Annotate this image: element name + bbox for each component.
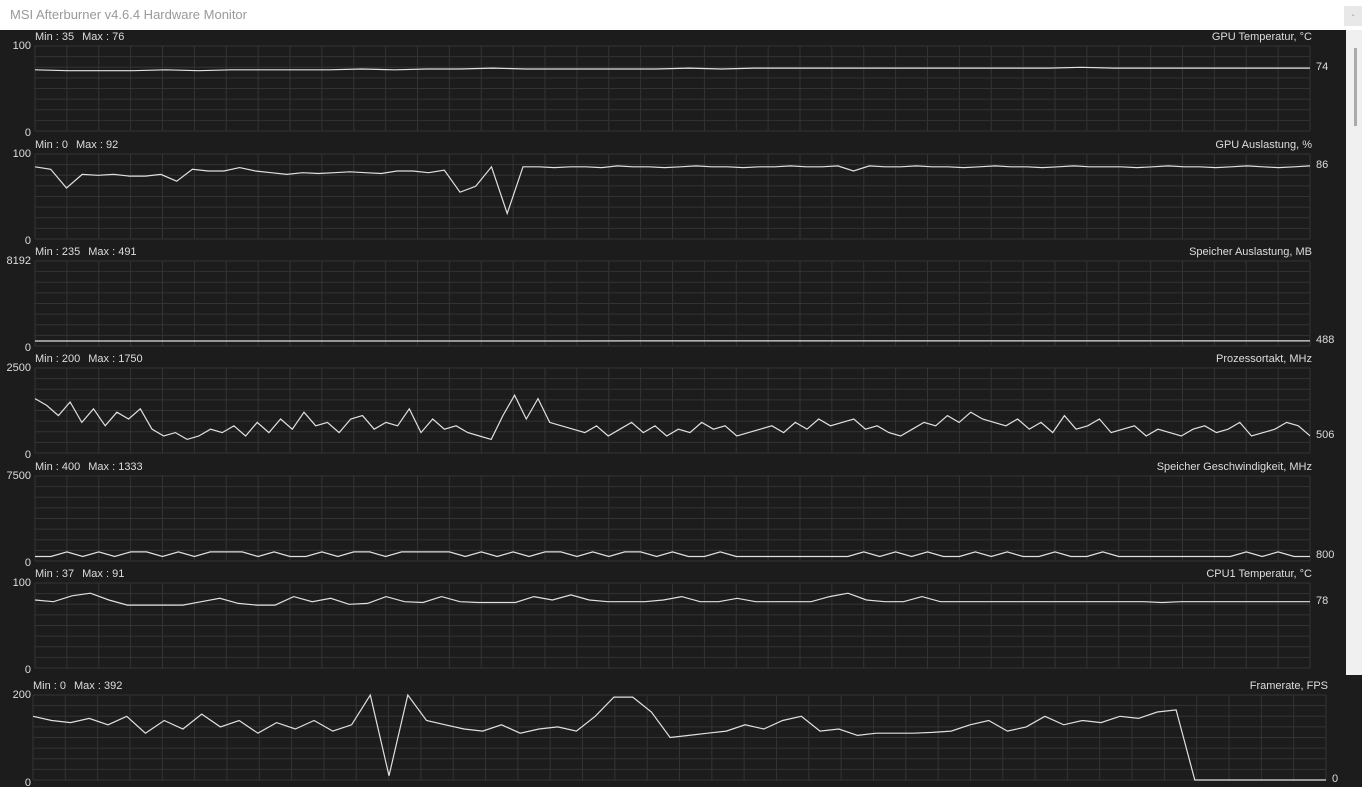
- graph-name: Speicher Auslastung, MB: [1189, 246, 1312, 258]
- max-value: Max : 392: [74, 680, 122, 692]
- y-axis-max: 2500: [0, 362, 31, 374]
- min-max-label: Min : 35 Max : 76: [35, 31, 124, 43]
- graph-panel: Min : 400 Max : 1333 Speicher Geschwindigk…: [0, 460, 1346, 567]
- graph-name: Framerate, FPS: [1250, 680, 1328, 692]
- current-value: 506: [1316, 429, 1334, 441]
- scrollbar-thumb[interactable]: [1354, 48, 1357, 126]
- max-value: Max : 1750: [88, 353, 142, 365]
- graph-plot: [0, 675, 1362, 787]
- min-value: Min : 400: [35, 461, 80, 473]
- y-axis-max: 100: [0, 577, 31, 589]
- graph-plot: [0, 138, 1346, 245]
- y-axis-max: 100: [0, 148, 31, 160]
- graph-name: GPU Auslastung, %: [1215, 139, 1312, 151]
- graph-name: GPU Temperatur, °C: [1212, 31, 1312, 43]
- graph-plot: [0, 352, 1346, 459]
- max-value: Max : 92: [76, 139, 118, 151]
- min-max-label: Min : 37 Max : 91: [35, 568, 124, 580]
- graph-panel: Min : 0 Max : 392 Framerate, FPS 200 0 0: [0, 675, 1362, 787]
- min-value: Min : 0: [35, 139, 68, 151]
- graph-panel: Min : 200 Max : 1750 Prozessortakt, MHz 250…: [0, 352, 1346, 459]
- vertical-scrollbar[interactable]: [1346, 30, 1362, 675]
- min-max-label: Min : 235 Max : 491: [35, 246, 137, 258]
- min-max-label: Min : 0 Max : 392: [33, 680, 122, 692]
- y-axis-max: 7500: [0, 470, 31, 482]
- current-value: 488: [1316, 334, 1334, 346]
- y-axis-max: 8192: [0, 255, 31, 267]
- y-axis-max: 100: [0, 40, 31, 52]
- graph-name: Speicher Geschwindigkeit, MHz: [1157, 461, 1312, 473]
- graph-name: Prozessortakt, MHz: [1216, 353, 1312, 365]
- window-title: MSI Afterburner v4.6.4 Hardware Monitor: [10, 7, 247, 22]
- max-value: Max : 1333: [88, 461, 142, 473]
- graph-panel: Min : 235 Max : 491 Speicher Auslastung, M…: [0, 245, 1346, 352]
- min-max-label: Min : 400 Max : 1333: [35, 461, 143, 473]
- monitor-graph-area-bottom: Min : 0 Max : 392 Framerate, FPS 200 0 0: [0, 675, 1362, 787]
- max-value: Max : 76: [82, 31, 124, 43]
- graph-plot: [0, 460, 1346, 567]
- current-value: 0: [1332, 773, 1338, 785]
- min-max-label: Min : 200 Max : 1750: [35, 353, 143, 365]
- y-axis-max: 200: [0, 689, 31, 701]
- current-value: 78: [1316, 595, 1328, 607]
- current-value: 74: [1316, 61, 1328, 73]
- min-max-label: Min : 0 Max : 92: [35, 139, 118, 151]
- current-value: 800: [1316, 549, 1334, 561]
- minimize-button[interactable]: -: [1344, 6, 1362, 26]
- min-value: Min : 37: [35, 568, 74, 580]
- title-bar: MSI Afterburner v4.6.4 Hardware Monitor: [0, 0, 1346, 31]
- min-value: Min : 0: [33, 680, 66, 692]
- y-axis-min: 0: [0, 777, 31, 789]
- graph-plot: [0, 30, 1346, 137]
- min-value: Min : 235: [35, 246, 80, 258]
- min-value: Min : 200: [35, 353, 80, 365]
- min-value: Min : 35: [35, 31, 74, 43]
- graph-name: CPU1 Temperatur, °C: [1206, 568, 1312, 580]
- max-value: Max : 91: [82, 568, 124, 580]
- graph-plot: [0, 567, 1346, 674]
- max-value: Max : 491: [88, 246, 136, 258]
- current-value: 86: [1316, 159, 1328, 171]
- graph-plot: [0, 245, 1346, 352]
